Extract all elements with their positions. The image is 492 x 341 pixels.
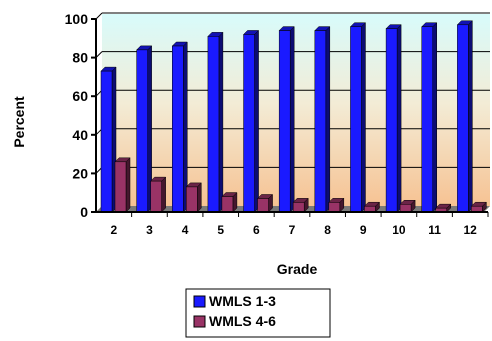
bar-wmls-1-3 — [457, 24, 469, 213]
bar-side — [325, 25, 331, 213]
bar-side — [125, 157, 131, 213]
bar-wmls-4-6 — [114, 161, 127, 213]
x-tick-label: 12 — [464, 223, 478, 237]
bar-wmls-1-3 — [278, 30, 291, 213]
x-tick-label: 2 — [110, 223, 117, 237]
bar-side — [432, 22, 437, 213]
bar-side — [468, 20, 473, 213]
bar-wmls-4-6 — [292, 202, 305, 213]
legend-swatch-1 — [193, 295, 206, 308]
bar-wmls-4-6 — [257, 198, 269, 213]
y-tick-label: 0 — [80, 204, 88, 220]
x-tick-label: 5 — [217, 223, 224, 237]
bar-wmls-1-3 — [172, 45, 184, 213]
y-axis-title: Percent — [11, 96, 27, 148]
bar-wmls-1-3 — [421, 26, 433, 213]
x-tick-label: 8 — [324, 223, 331, 237]
bar-wmls-4-6 — [186, 186, 198, 213]
x-tick-label: 11 — [428, 223, 441, 237]
gridline-diag — [95, 12, 103, 20]
bar-side — [161, 176, 166, 213]
legend-label-1: WMLS 1-3 — [209, 293, 276, 309]
y-tick-label: 20 — [72, 165, 88, 181]
y-tick-label: 80 — [72, 50, 88, 66]
x-tick-label: 9 — [360, 223, 367, 237]
x-tick-labels: 2 3 4 5 6 7 8 9 10 11 12 — [110, 212, 489, 237]
bars — [100, 20, 487, 213]
bar-wmls-4-6 — [221, 196, 234, 213]
x-tick-label: 3 — [146, 223, 153, 237]
bar-wmls-1-3 — [385, 28, 398, 213]
bar-wmls-1-3 — [100, 70, 113, 213]
x-tick-label: 6 — [253, 223, 260, 237]
x-tick-label: 7 — [289, 223, 296, 237]
bar-wmls-4-6 — [328, 202, 341, 213]
bar-wmls-1-3 — [207, 36, 220, 213]
bar-side — [396, 24, 402, 213]
x-axis-title: Grade — [277, 261, 318, 277]
y-tick-label: 100 — [65, 11, 89, 27]
y-tick-labels: 0 20 40 60 80 100 — [65, 11, 89, 220]
legend-box — [185, 288, 331, 338]
legend-swatch-2 — [193, 315, 206, 328]
y-tick-label: 60 — [72, 88, 88, 104]
legend: WMLS 1-3 WMLS 4-6 — [185, 288, 331, 338]
bar-side — [197, 182, 202, 213]
x-tick-label: 10 — [392, 223, 406, 237]
bar-side — [254, 29, 259, 213]
bar-wmls-1-3 — [243, 34, 255, 213]
x-tick-label: 4 — [182, 223, 189, 237]
bar-wmls-4-6 — [399, 204, 412, 213]
bar-wmls-4-6 — [150, 180, 162, 213]
bar-wmls-1-3 — [350, 26, 362, 213]
y-tick-label: 40 — [72, 127, 88, 143]
legend-label-2: WMLS 4-6 — [209, 313, 276, 329]
bar-wmls-1-3 — [136, 49, 148, 213]
bar-side — [361, 22, 366, 213]
bar-side — [289, 25, 295, 213]
bar-wmls-1-3 — [314, 30, 327, 213]
bar-side — [218, 31, 224, 213]
